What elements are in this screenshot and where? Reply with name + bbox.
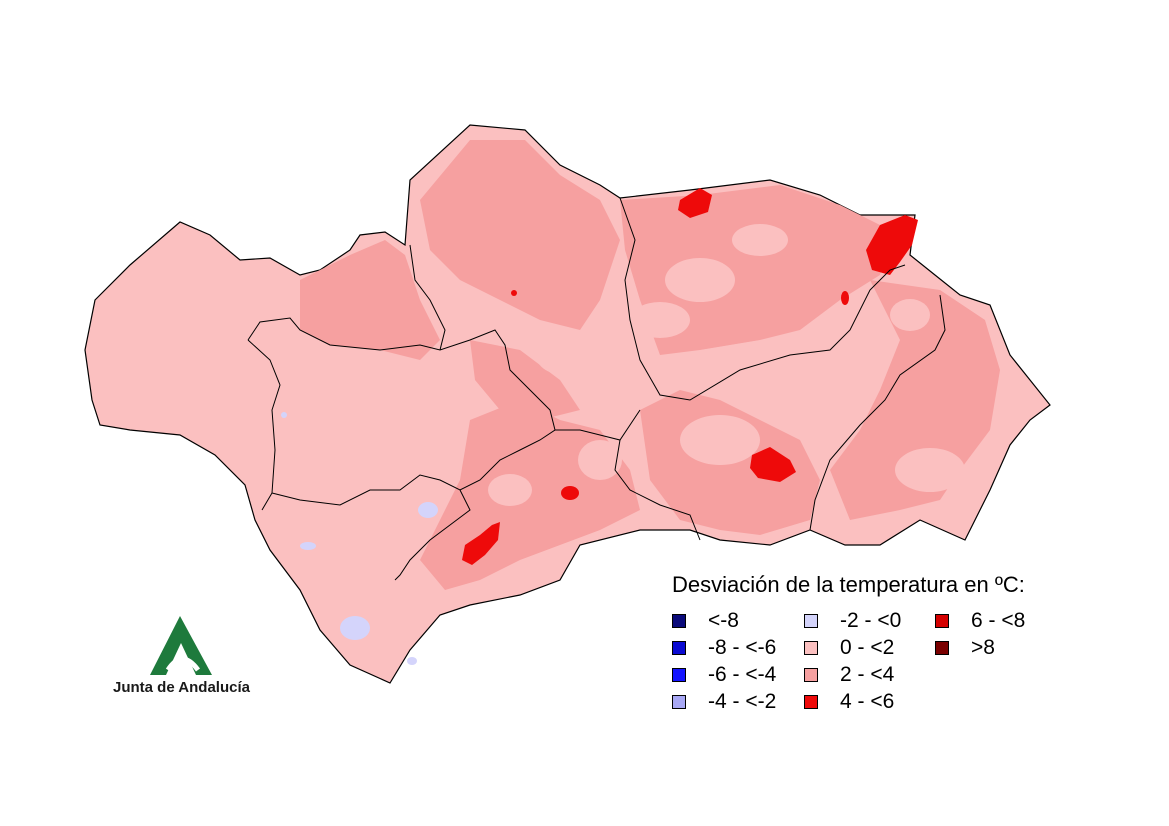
legend-item-0-2: 0 - <2: [804, 636, 894, 660]
junta-andalucia-logo-icon: [150, 616, 212, 675]
legend-item-4-6: 4 - <6: [804, 690, 894, 714]
legend-item-gt8: >8: [935, 636, 995, 660]
legend-label: 4 - <6: [840, 690, 895, 713]
legend-item-6-8: 6 - <8: [935, 609, 1025, 633]
legend-item-minus8-minus6: -8 - <-6: [672, 636, 776, 660]
legend-swatch: [672, 695, 686, 709]
legend-swatch: [804, 695, 818, 709]
legend-item-minus4-minus2: -4 - <-2: [672, 690, 776, 714]
legend-label: 2 - <4: [840, 663, 895, 686]
legend-item-lt-minus8: <-8: [672, 609, 739, 633]
legend-item-minus2-0: -2 - <0: [804, 609, 901, 633]
zone-0-to-2-pockets: [488, 224, 965, 506]
legend-label: 6 - <8: [971, 609, 1026, 632]
logo-text: Junta de Andalucía: [113, 679, 250, 696]
legend-swatch: [935, 614, 949, 628]
legend-label: -4 - <-2: [708, 690, 777, 713]
legend-label: -8 - <-6: [708, 636, 777, 659]
legend-title: Desviación de la temperatura en ºC:: [672, 572, 1025, 597]
zone-4-to-6: [462, 188, 918, 565]
legend-item-2-4: 2 - <4: [804, 663, 894, 687]
legend-label: <-8: [708, 609, 739, 632]
legend-swatch: [804, 668, 818, 682]
legend-label: -6 - <-4: [708, 663, 777, 686]
legend-swatch: [672, 668, 686, 682]
legend-label: >8: [971, 636, 995, 659]
province-borders: [247, 197, 946, 581]
zone-minus2-to-0: [281, 412, 438, 665]
legend-swatch: [804, 641, 818, 655]
legend-item-minus6-minus4: -6 - <-4: [672, 663, 776, 687]
legend-label: -2 - <0: [840, 609, 902, 632]
legend-swatch: [935, 641, 949, 655]
legend-swatch: [804, 614, 818, 628]
legend-label: 0 - <2: [840, 636, 895, 659]
legend-swatch: [672, 641, 686, 655]
legend-swatch: [672, 614, 686, 628]
